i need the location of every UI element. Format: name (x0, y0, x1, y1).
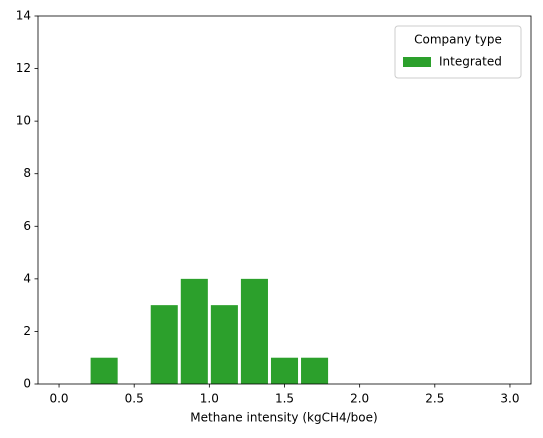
x-tick-label: 0.0 (49, 392, 68, 406)
y-tick-label: 0 (23, 377, 31, 391)
bar (90, 357, 118, 384)
y-tick-label: 6 (23, 219, 31, 233)
bar (301, 357, 329, 384)
x-tick-label: 1.0 (200, 392, 219, 406)
y-tick-label: 10 (16, 114, 31, 128)
bar (270, 357, 299, 384)
legend-swatch (403, 57, 431, 67)
y-tick-label: 14 (16, 9, 31, 23)
x-tick-label: 2.0 (350, 392, 369, 406)
bar (210, 305, 238, 384)
y-tick-label: 8 (23, 166, 31, 180)
bar (150, 305, 178, 384)
legend-label: Integrated (439, 55, 502, 69)
y-tick-label: 4 (23, 271, 31, 285)
bar (240, 278, 268, 384)
x-tick-label: 1.5 (275, 392, 294, 406)
x-tick-label: 2.5 (425, 392, 444, 406)
x-tick-label: 0.5 (125, 392, 144, 406)
legend-title: Company type (414, 33, 502, 47)
bar (180, 278, 208, 384)
x-axis-label: Methane intensity (kgCH4/boe) (190, 411, 377, 425)
y-tick-label: 12 (16, 61, 31, 75)
x-tick-label: 3.0 (500, 392, 519, 406)
y-tick-label: 2 (23, 324, 31, 338)
